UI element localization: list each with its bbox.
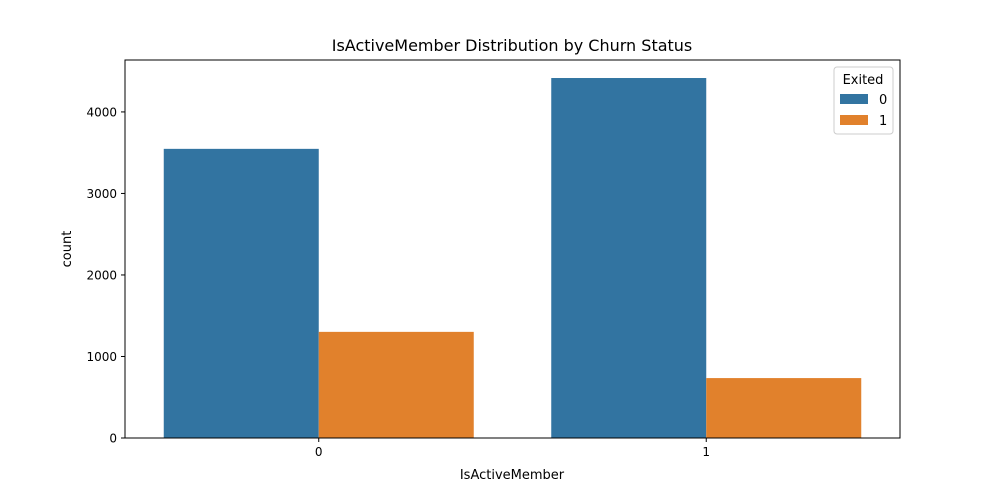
bars-layer <box>163 78 862 438</box>
legend-label-exited-1: 1 <box>879 114 887 129</box>
y-tick-label: 2000 <box>86 268 117 282</box>
legend: Exited 0 1 <box>833 66 894 135</box>
y-axis-label: count <box>60 231 75 268</box>
bar-0-exited-1 <box>318 331 474 438</box>
x-tick-label: 1 <box>702 445 710 459</box>
y-tick-label: 0 <box>109 432 117 446</box>
y-tick-label: 4000 <box>86 105 117 119</box>
y-tick-label: 1000 <box>86 350 117 364</box>
bar-0-exited-0 <box>163 148 319 438</box>
legend-label-exited-0: 0 <box>879 93 887 108</box>
legend-swatch-exited-1 <box>840 115 868 125</box>
y-axis-ticks: 0 1000 2000 3000 4000 <box>86 105 125 446</box>
x-tick-label: 0 <box>315 445 323 459</box>
x-axis-label: IsActiveMember <box>460 468 565 483</box>
legend-title: Exited <box>843 73 884 88</box>
chart-title: IsActiveMember Distribution by Churn Sta… <box>332 36 693 55</box>
bar-1-exited-1 <box>706 378 862 438</box>
legend-swatch-exited-0 <box>840 94 868 104</box>
bar-1-exited-0 <box>551 78 707 438</box>
y-tick-label: 3000 <box>86 187 117 201</box>
plot-frame <box>124 59 901 439</box>
